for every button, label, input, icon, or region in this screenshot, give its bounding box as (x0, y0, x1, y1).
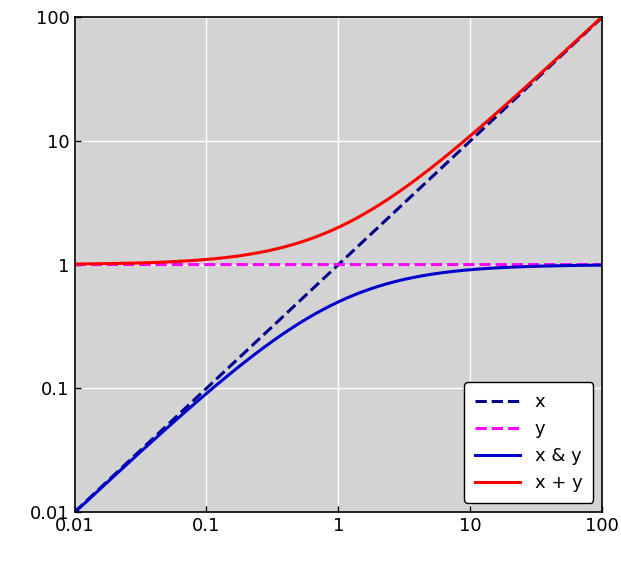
x & y (532, 263, 539, 270)
x (588, 23, 596, 30)
Line: x & y: x & y (75, 265, 602, 513)
x + y (162, 258, 170, 265)
y (599, 261, 606, 268)
y (296, 261, 304, 268)
x & y (131, 453, 138, 460)
y (71, 261, 78, 268)
x (71, 509, 78, 516)
x & y (296, 320, 304, 327)
x & y (588, 262, 596, 269)
x + y (588, 23, 596, 30)
x & y (273, 335, 281, 341)
x (131, 452, 138, 459)
x (273, 319, 281, 325)
Line: x + y: x + y (75, 17, 602, 264)
x + y (532, 75, 539, 82)
x (296, 298, 304, 304)
x + y (599, 13, 606, 20)
x + y (273, 245, 281, 252)
x + y (131, 259, 138, 266)
y (532, 261, 539, 268)
x & y (71, 509, 78, 516)
x & y (599, 262, 606, 269)
Line: x: x (75, 17, 602, 512)
x + y (71, 261, 78, 267)
Legend: x, y, x & y, x + y: x, y, x & y, x + y (465, 382, 593, 503)
y (273, 261, 281, 268)
x + y (296, 239, 304, 246)
x & y (162, 426, 170, 432)
x (162, 423, 170, 430)
y (588, 261, 596, 268)
x (599, 14, 606, 20)
y (131, 261, 138, 268)
y (162, 261, 170, 268)
x (532, 77, 539, 84)
